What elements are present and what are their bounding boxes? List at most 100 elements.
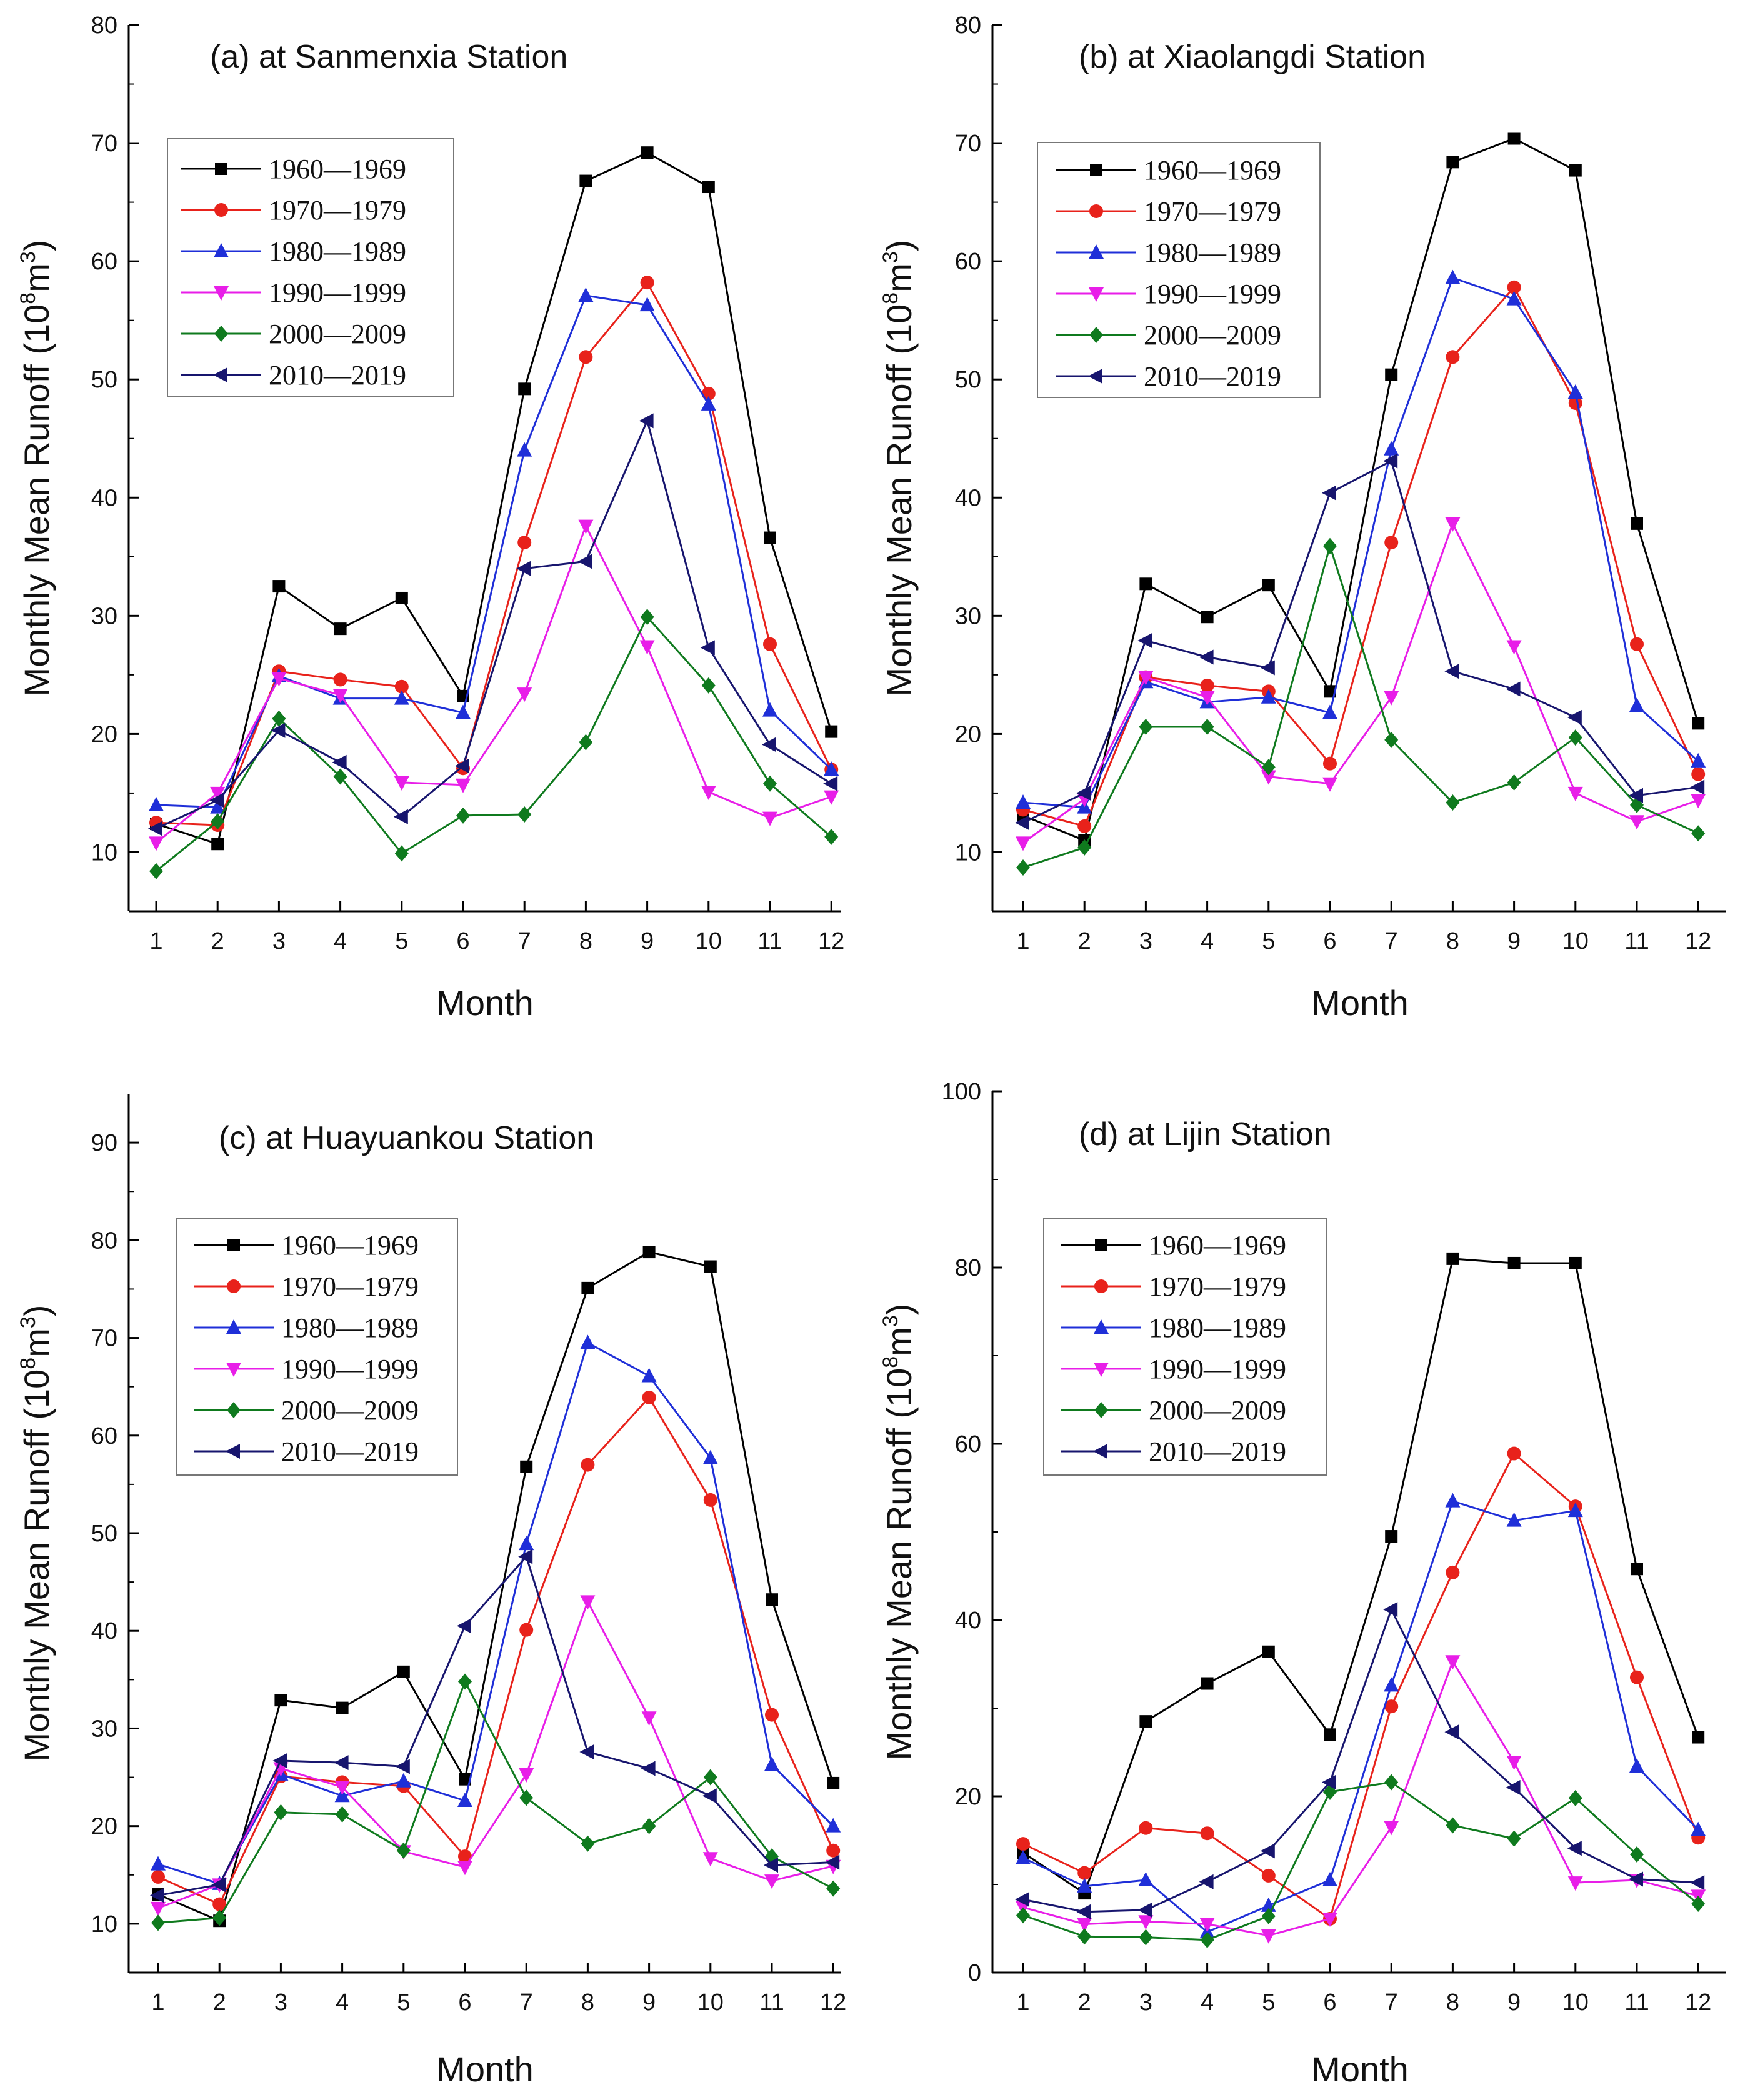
panel-a-data-point <box>516 561 531 576</box>
panel-d-title: (d) at Lijin Station <box>1079 1116 1332 1152</box>
panel-d-ytick-label: 40 <box>955 1608 981 1634</box>
panel-b-legend-label: 1980—1989 <box>1144 238 1281 268</box>
panel-a-ytick-label: 20 <box>91 721 117 748</box>
panel-a-data-point <box>456 807 470 824</box>
panel-d-data-point <box>1569 1256 1582 1269</box>
panel-b-data-point <box>1446 794 1460 811</box>
panel-c-legend-item: 2000—2009 <box>194 1395 419 1426</box>
panel-b-legend-marker <box>1089 244 1104 259</box>
panel-a-data-point <box>579 350 593 364</box>
panel-a-legend-item: 1960—1969 <box>181 154 406 184</box>
panel-a-data-point <box>332 754 347 770</box>
panel-c-xtick-label: 1 <box>151 1989 164 2016</box>
panel-d-data-point <box>1261 1929 1276 1944</box>
panel-b-data-point <box>1691 825 1706 842</box>
panel-d-series-1 <box>1016 1446 1706 1926</box>
panel-b-data-point <box>1629 815 1644 830</box>
panel-b-data-point <box>1568 729 1582 746</box>
panel-d-legend-item: 2000—2009 <box>1061 1395 1286 1426</box>
panel-d-data-point <box>1506 1756 1522 1771</box>
panel-d-data-point <box>1139 1929 1153 1946</box>
panel-a-data-point <box>763 775 777 792</box>
panel-b-data-point <box>1261 770 1276 785</box>
panel-a-data-point <box>517 442 532 457</box>
panel-a-series-line <box>156 525 832 844</box>
panel-b-series-4 <box>1016 538 1706 876</box>
panel-d-data-point <box>1077 1918 1092 1932</box>
panel-a-data-point <box>333 672 347 687</box>
panel-c-data-point <box>826 1843 841 1858</box>
panel-a-data-point <box>639 413 654 429</box>
panel-c-data-point <box>580 1595 596 1610</box>
panel-d-xlabel: Month <box>1311 2049 1409 2089</box>
panel-d-data-point <box>1322 1912 1337 1927</box>
panel-a-xtick-label: 9 <box>641 928 654 954</box>
panel-a-data-point <box>394 845 409 862</box>
panel-c-legend-item: 1970—1979 <box>194 1271 419 1302</box>
panel-c-data-point <box>274 1804 288 1821</box>
panel-c-data-point <box>764 1756 779 1771</box>
panel-d-series-line <box>1022 1608 1699 1913</box>
panel-d-xtick-label: 1 <box>1016 1989 1029 2016</box>
panel-b-data-point <box>1200 719 1214 736</box>
panel-a-legend-marker <box>214 243 229 258</box>
panel-b-data-point <box>1506 291 1522 306</box>
panel-b-legend-item: 1980—1989 <box>1056 238 1281 268</box>
panel-c-xlabel: Month <box>436 2049 534 2089</box>
panel-c-data-point <box>764 1858 778 1873</box>
panel-b-data-point <box>1507 132 1521 145</box>
panel-d-data-point <box>1446 1252 1459 1265</box>
panel-a-ytick-label: 40 <box>91 485 117 511</box>
panel-c-data-point <box>396 1772 411 1788</box>
panel-c-data-point <box>334 1781 350 1796</box>
panel-b-series-3 <box>1016 517 1706 851</box>
panel-a-xtick-label: 6 <box>456 928 469 954</box>
panel-c-data-point <box>764 1874 779 1889</box>
panel-d-legend-marker <box>1095 1239 1107 1251</box>
panel-d-xtick-label: 4 <box>1201 1989 1214 2016</box>
panel-a-data-point <box>210 786 226 801</box>
panel-c-series-5 <box>150 1549 840 1903</box>
panel-c-data-point <box>520 1460 533 1473</box>
panel-a-data-point <box>517 688 532 702</box>
panel-b-data-point <box>1446 350 1460 364</box>
panel-a-legend-marker <box>214 286 229 301</box>
panel-d-data-point <box>1200 1826 1214 1841</box>
panel-a-data-point <box>332 689 348 704</box>
panel-c-series-4 <box>151 1673 841 1931</box>
panel-a-legend-label: 2010—2019 <box>269 360 406 391</box>
panel-d-ytick-label: 0 <box>968 1960 981 1986</box>
panel-d-series-line <box>1022 1660 1699 1937</box>
panel-c-ytick-label: 80 <box>91 1228 117 1254</box>
panel-d-data-point <box>1322 1871 1337 1886</box>
panel-a-data-point <box>518 382 531 396</box>
panel-b-data-point <box>1138 671 1154 686</box>
panel-b-ytick-label: 10 <box>955 839 981 866</box>
panel-c-legend-label: 1990—1999 <box>281 1354 419 1384</box>
panel-b-series-line <box>1022 460 1699 824</box>
panel-b-data-point <box>1567 384 1583 399</box>
panel-d-legend-label: 1970—1979 <box>1149 1271 1286 1302</box>
panel-a-data-point <box>149 862 163 879</box>
panel-c: 1960—1969 1970—1979 1980—1989 1990—1999 2000… <box>16 1094 846 2089</box>
panel-c-data-point <box>766 1593 778 1606</box>
panel-c-data-point <box>457 1861 472 1876</box>
panel-a-legend-label: 1990—1999 <box>269 278 406 308</box>
panel-b-xtick-label: 1 <box>1016 928 1029 954</box>
panel-b-data-point <box>1077 819 1092 833</box>
panel-d-xticks: 1 2 3 4 5 6 7 8 9 10 11 12 <box>1016 1962 1711 2016</box>
panel-b-xtick-label: 10 <box>1562 928 1589 954</box>
panel-a-data-point <box>211 838 224 851</box>
panel-c-xtick-label: 10 <box>697 1989 724 2016</box>
panel-a-xtick-label: 2 <box>211 928 224 954</box>
panel-c-data-point <box>825 1854 840 1870</box>
panel-d-data-point <box>1260 1843 1275 1859</box>
panel-b-xtick-label: 2 <box>1078 928 1091 954</box>
panel-c-data-point <box>703 1769 717 1786</box>
panel-a-data-point <box>272 580 286 593</box>
panel-c-yticks: 10 20 30 40 50 60 70 80 90 <box>91 1130 139 1973</box>
panel-b-legend-label: 1990—1999 <box>1144 279 1281 309</box>
panel-c-legend-label: 1970—1979 <box>281 1271 419 1302</box>
panel-a-data-point <box>702 181 715 194</box>
panel-a-data-point <box>394 690 409 705</box>
